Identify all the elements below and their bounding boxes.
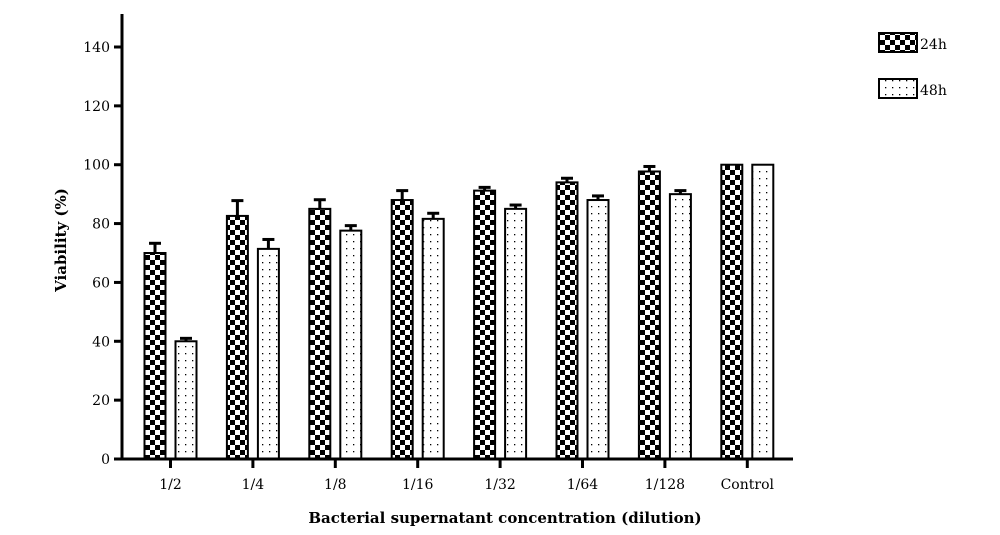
y-tick-label: 140 (83, 40, 110, 56)
x-tick-label: 1/64 (567, 477, 599, 493)
bar-48h-1-2 (174, 340, 198, 460)
bar-24h-Control (720, 163, 744, 460)
x-tick-label: 1/2 (159, 477, 182, 493)
x-tick-label: 1/128 (645, 477, 685, 493)
bar-48h-Control (751, 163, 775, 460)
x-tick-label: 1/32 (484, 477, 515, 493)
legend: 24h 48h (878, 32, 947, 99)
bar-24h-1-32 (473, 189, 497, 461)
y-axis-label: Viability (%) (52, 188, 70, 293)
y-tick-label: 120 (83, 99, 110, 115)
bar-48h-1-8 (339, 229, 363, 460)
bar-24h-1-64 (555, 181, 579, 460)
legend-swatch-48h (878, 78, 918, 99)
x-axis-label: Bacterial supernatant concentration (dil… (308, 509, 701, 527)
y-tick-label: 40 (92, 334, 110, 350)
bar-48h-1-128 (668, 193, 692, 460)
bar-24h-1-8 (308, 207, 332, 460)
x-tick-label: 1/16 (402, 477, 434, 493)
x-tick-label: Control (721, 477, 775, 493)
y-tick-label: 20 (92, 393, 110, 409)
y-tick-label: 100 (83, 158, 110, 174)
bar-48h-1-64 (586, 199, 610, 460)
legend-label-24h: 24h (920, 37, 947, 53)
bar-48h-1-4 (256, 247, 280, 460)
bar-48h-1-16 (421, 217, 445, 460)
x-tick-label: 1/4 (242, 477, 265, 493)
bar-24h-1-128 (637, 170, 661, 461)
legend-label-48h: 48h (920, 83, 947, 99)
bar-48h-1-32 (504, 207, 528, 460)
x-tick-label: 1/8 (324, 477, 347, 493)
y-tick-label: 0 (101, 452, 110, 468)
bar-24h-1-16 (390, 199, 414, 460)
legend-swatch-24h (878, 32, 918, 53)
bar-24h-1-4 (225, 214, 249, 460)
y-tick-label: 60 (92, 275, 110, 291)
bar-24h-1-2 (143, 252, 167, 460)
y-tick-label: 80 (92, 217, 110, 233)
